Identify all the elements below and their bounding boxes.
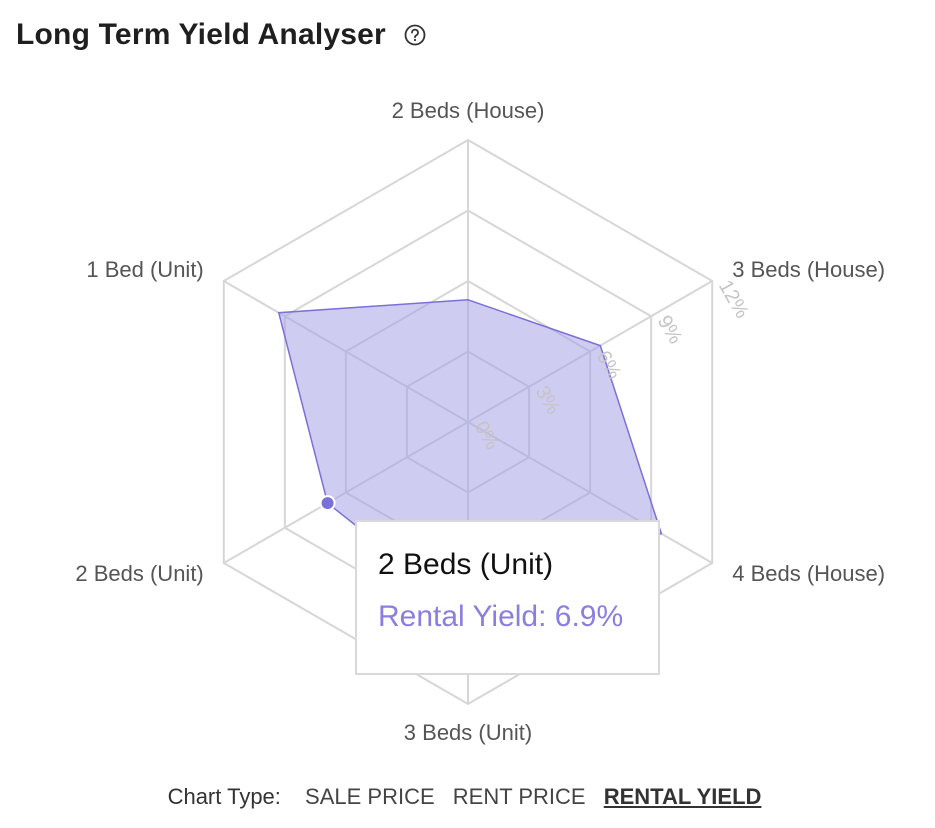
highlight-point [319,495,336,512]
page-title: Long Term Yield Analyser [16,18,386,51]
r-tick-label: 9% [653,312,687,348]
help-circle-icon[interactable] [404,24,426,46]
axis-label: 3 Beds (House) [732,257,885,282]
axis-label: 2 Beds (House) [392,98,545,123]
axis-label: 1 Bed (Unit) [86,257,203,282]
axis-label: 2 Beds (Unit) [75,561,203,586]
header: Long Term Yield Analyser [16,18,426,52]
chart-type-rental-yield[interactable]: RENTAL YIELD [603,784,762,809]
chart-type-sale-price[interactable]: SALE PRICE [305,784,435,809]
tooltip-title: 2 Beds (Unit) [378,548,554,581]
r-tick-label: 12% [714,277,753,323]
chart-type-rent-price[interactable]: RENT PRICE [452,784,586,809]
axis-label: 3 Beds (Unit) [404,720,532,745]
chart-tooltip: 2 Beds (Unit) Rental Yield: 6.9% [355,520,660,675]
axis-label: 4 Beds (House) [732,561,885,586]
chart-type-label: Chart Type: [167,784,281,809]
chart-type-selector: Chart Type: SALE PRICE RENT PRICE RENTAL… [0,784,935,810]
tooltip-value: Rental Yield: 6.9% [378,600,624,633]
